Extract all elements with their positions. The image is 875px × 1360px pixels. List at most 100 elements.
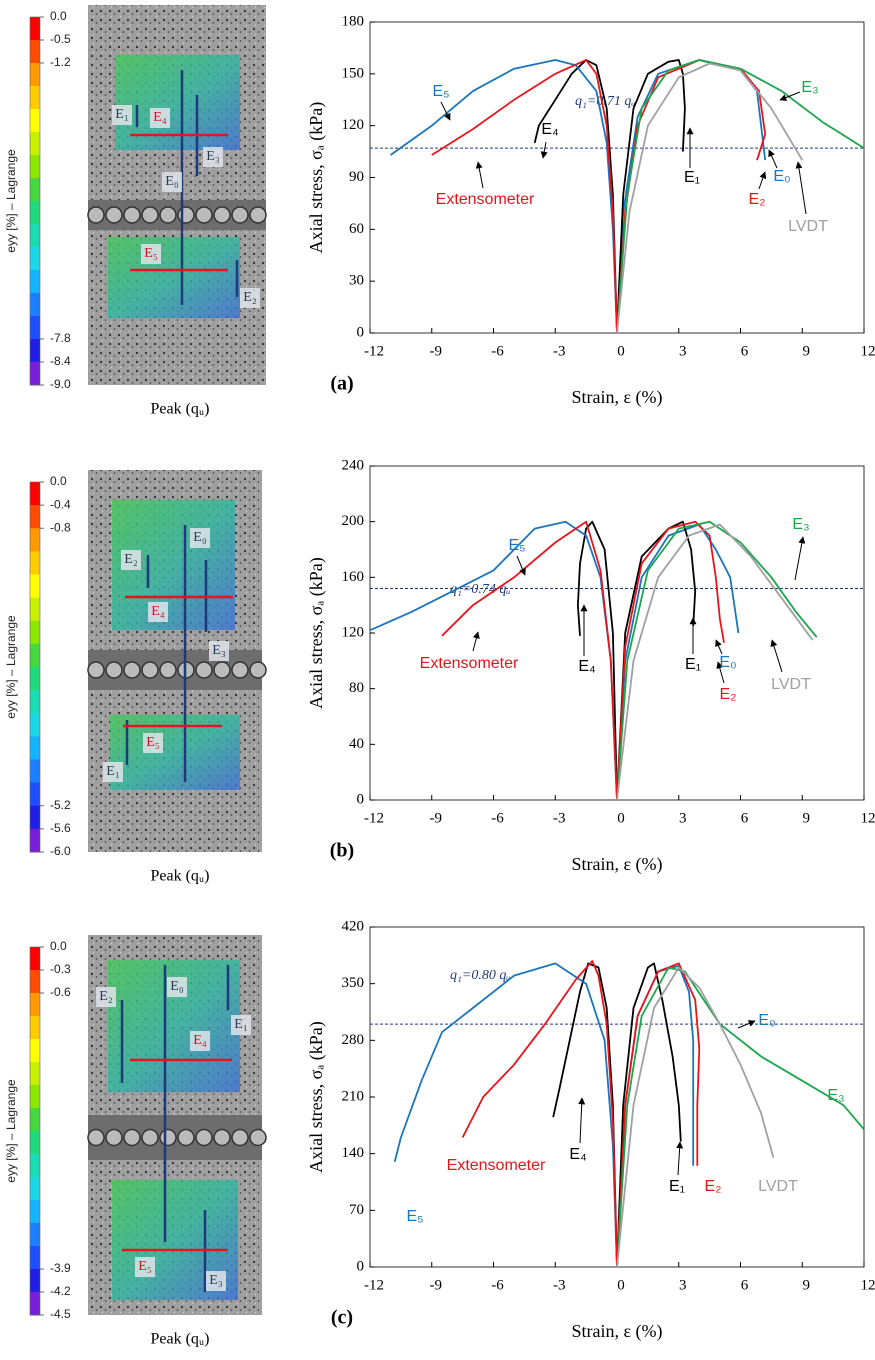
colorbar-cell: [30, 643, 40, 668]
chain-link: [159, 1128, 177, 1147]
gauge-label-bg: [206, 1271, 226, 1291]
stress-strain-curve: [577, 520, 618, 801]
callout-arrow: [475, 161, 484, 189]
colorbar-tick-label: -5.6: [50, 821, 71, 835]
callout-arrow: [770, 639, 783, 673]
colorbar-tick-label: 0.0: [50, 9, 67, 23]
colorbar-cell: [30, 362, 40, 386]
x-tick-label: 12: [861, 343, 875, 359]
callout-arrow: [578, 1097, 586, 1144]
y-tick-label: 150: [342, 65, 365, 81]
colorbar-frame: [29, 16, 41, 386]
gauge-label-bg: [190, 1031, 210, 1051]
gauge-label-bg: [190, 528, 210, 548]
chain-link: [159, 661, 177, 679]
plot-frame: [369, 926, 865, 1268]
x-tick-label: -12: [364, 810, 384, 826]
dic-field: [110, 715, 240, 790]
colorbar-cell: [30, 597, 40, 622]
y-tick-label: 420: [342, 918, 365, 934]
colorbar-cell: [30, 1292, 40, 1316]
callout-arrow: [779, 91, 801, 101]
callout-arrow: [794, 536, 806, 581]
y-tick-label: 60: [349, 221, 364, 237]
colorbar-cell: [30, 782, 40, 807]
gauge-label: E₂: [124, 552, 138, 567]
chain-link: [177, 1128, 195, 1147]
chain-link: [177, 206, 195, 224]
chain-link: [213, 1128, 231, 1147]
colorbar-cell: [30, 1016, 40, 1040]
x-tick-label: 3: [679, 1277, 687, 1293]
x-tick-label: -3: [553, 343, 566, 359]
gauge-label: E₀: [165, 174, 179, 189]
colorbar-tick-label: -4.2: [50, 1284, 71, 1298]
chain-link: [105, 206, 123, 224]
colorbar-tick-label: -1.2: [50, 55, 71, 69]
stress-strain-curve: [616, 520, 697, 801]
y-tick-label: 90: [349, 169, 364, 185]
chain-link: [105, 1128, 123, 1147]
colorbar-cell: [30, 1200, 40, 1224]
x-tick-label: 6: [741, 810, 749, 826]
gauge-label: E₃: [209, 1273, 223, 1288]
dic-field: [108, 237, 240, 318]
curve-label: E₄: [569, 1146, 586, 1163]
curve-label: LVDT: [758, 1178, 798, 1195]
colorbar-cell: [30, 339, 40, 363]
y-tick-label: 120: [342, 624, 365, 640]
y-tick-label: 180: [342, 13, 365, 29]
x-tick-label: 12: [861, 810, 875, 826]
chain-link: [105, 661, 123, 679]
callout-arrow: [676, 1141, 684, 1176]
x-tick-label: 0: [617, 810, 625, 826]
curve-label: E₅: [432, 83, 449, 100]
colorbar-tick-label: -9.0: [50, 377, 71, 391]
stress-strain-curve: [616, 965, 695, 1268]
callout-arrow: [516, 555, 526, 576]
curve-label: E₂: [705, 1178, 722, 1195]
threshold-annotation: q₁=0.74 qᵤ: [450, 582, 510, 597]
callout-arrow: [472, 631, 480, 652]
colorbar-title: eyy [%] – Lagrange: [4, 149, 18, 253]
colorbar-cell: [30, 970, 40, 994]
colorbar-cell: [30, 1154, 40, 1178]
stress-strain-curve: [616, 966, 865, 1268]
panel-label: (c): [331, 1307, 353, 1329]
callout-arrow: [440, 101, 451, 121]
x-axis-title: Strain, ε (%): [571, 854, 662, 875]
gauge-label: E₄: [193, 1033, 207, 1048]
y-axis-title: Axial stress, σₐ (kPa): [306, 102, 327, 254]
callout-arrow: [758, 171, 767, 190]
curve-label: LVDT: [771, 676, 811, 693]
y-axis-title: Axial stress, σₐ (kPa): [306, 557, 327, 709]
chain-link: [141, 661, 159, 679]
colorbar-cell: [30, 155, 40, 179]
gauge-label: E₀: [193, 530, 207, 545]
colorbar-cell: [30, 293, 40, 317]
gauge-label-bg: [231, 1015, 251, 1035]
colorbar-cell: [30, 528, 40, 552]
curve-label: E₁: [669, 1178, 685, 1195]
colorbar-cell: [30, 620, 40, 645]
gauge-label: E₄: [151, 604, 165, 619]
x-tick-label: -3: [553, 1277, 566, 1293]
chain-link: [159, 206, 177, 224]
gauge-label-bg: [150, 108, 170, 128]
gauge-label-bg: [167, 977, 187, 997]
colorbar-cell: [30, 736, 40, 760]
x-tick-label: -6: [491, 343, 504, 359]
curve-label: E₂: [720, 686, 737, 703]
colorbar-cell: [30, 40, 40, 64]
y-tick-label: 160: [342, 569, 365, 585]
stress-strain-curve: [616, 520, 818, 801]
colorbar-cell: [30, 574, 40, 599]
gauge-label: E₃: [206, 149, 220, 164]
photo-caption: Peak (qᵤ): [151, 401, 210, 418]
gauge-label-bg: [203, 147, 223, 167]
curve-label: E₃: [792, 516, 809, 533]
x-tick-label: -3: [553, 810, 566, 826]
stress-strain-curve: [616, 520, 725, 801]
gauge-label-bg: [112, 105, 132, 125]
